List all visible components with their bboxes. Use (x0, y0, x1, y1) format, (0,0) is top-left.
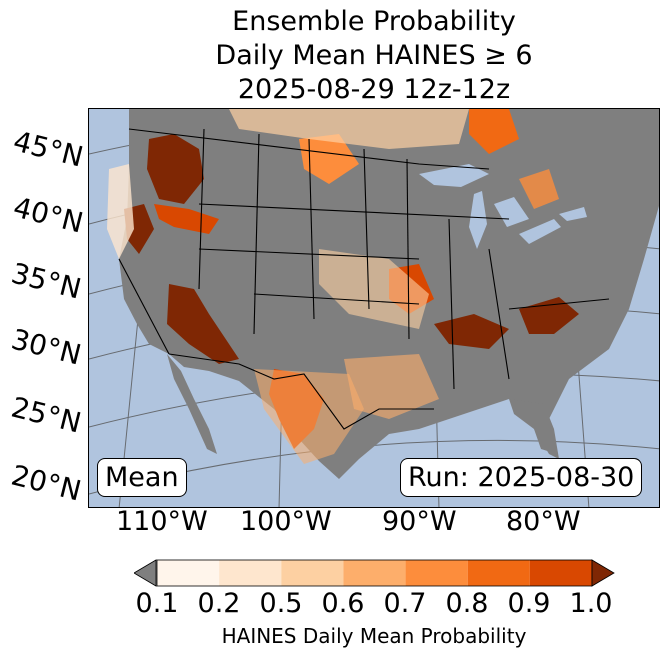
map-canvas (89, 109, 659, 507)
colorbar-tick: 0.7 (383, 588, 427, 619)
title-line-2: Daily Mean HAINES ≥ 6 (215, 40, 533, 71)
colorbar-segments (156, 559, 593, 587)
colorbar (134, 559, 615, 587)
borders (118, 128, 610, 430)
baja-peninsula (167, 354, 217, 454)
colorbar-segment (467, 560, 530, 586)
florida (509, 399, 559, 459)
colorbar-tick: 0.8 (445, 588, 489, 619)
title-line-1: Ensemble Probability (232, 6, 516, 37)
lon-label-90: 90°W (382, 506, 457, 537)
lat-label-20: 20°N (8, 458, 85, 508)
colorbar-over-arrow (591, 559, 615, 587)
colorbar-tick: 0.9 (507, 588, 551, 619)
great-lakes (419, 164, 587, 249)
colorbar-tick: 0.5 (259, 588, 303, 619)
mean-label-box: Mean (97, 458, 187, 497)
run-date-box: Run: 2025-08-30 (400, 458, 643, 497)
lon-label-100: 100°W (240, 506, 332, 537)
lat-label-40: 40°N (10, 190, 87, 240)
map-panel (88, 108, 660, 508)
colorbar-tick: 0.2 (197, 588, 241, 619)
colorbar-under-arrow (134, 559, 157, 587)
colorbar-tick: 1.0 (569, 588, 613, 619)
colorbar-segment (405, 560, 468, 586)
colorbar-segment (219, 560, 282, 586)
lat-label-35: 35°N (8, 256, 85, 306)
colorbar-label: HAINES Daily Mean Probability (221, 624, 527, 648)
title-line-3: 2025-08-29 12z-12z (237, 74, 511, 105)
colorbar-tick: 0.6 (321, 588, 365, 619)
colorbar-segment (343, 560, 406, 586)
lon-label-80: 80°W (506, 506, 581, 537)
lat-label-45: 45°N (10, 124, 87, 174)
colorbar-segment (281, 560, 344, 586)
colorbar-segment (157, 560, 220, 586)
colorbar-segment (529, 560, 592, 586)
lat-label-25: 25°N (8, 390, 85, 440)
colorbar-tick: 0.1 (135, 588, 179, 619)
lat-label-30: 30°N (8, 322, 85, 372)
lon-label-110: 110°W (116, 506, 208, 537)
